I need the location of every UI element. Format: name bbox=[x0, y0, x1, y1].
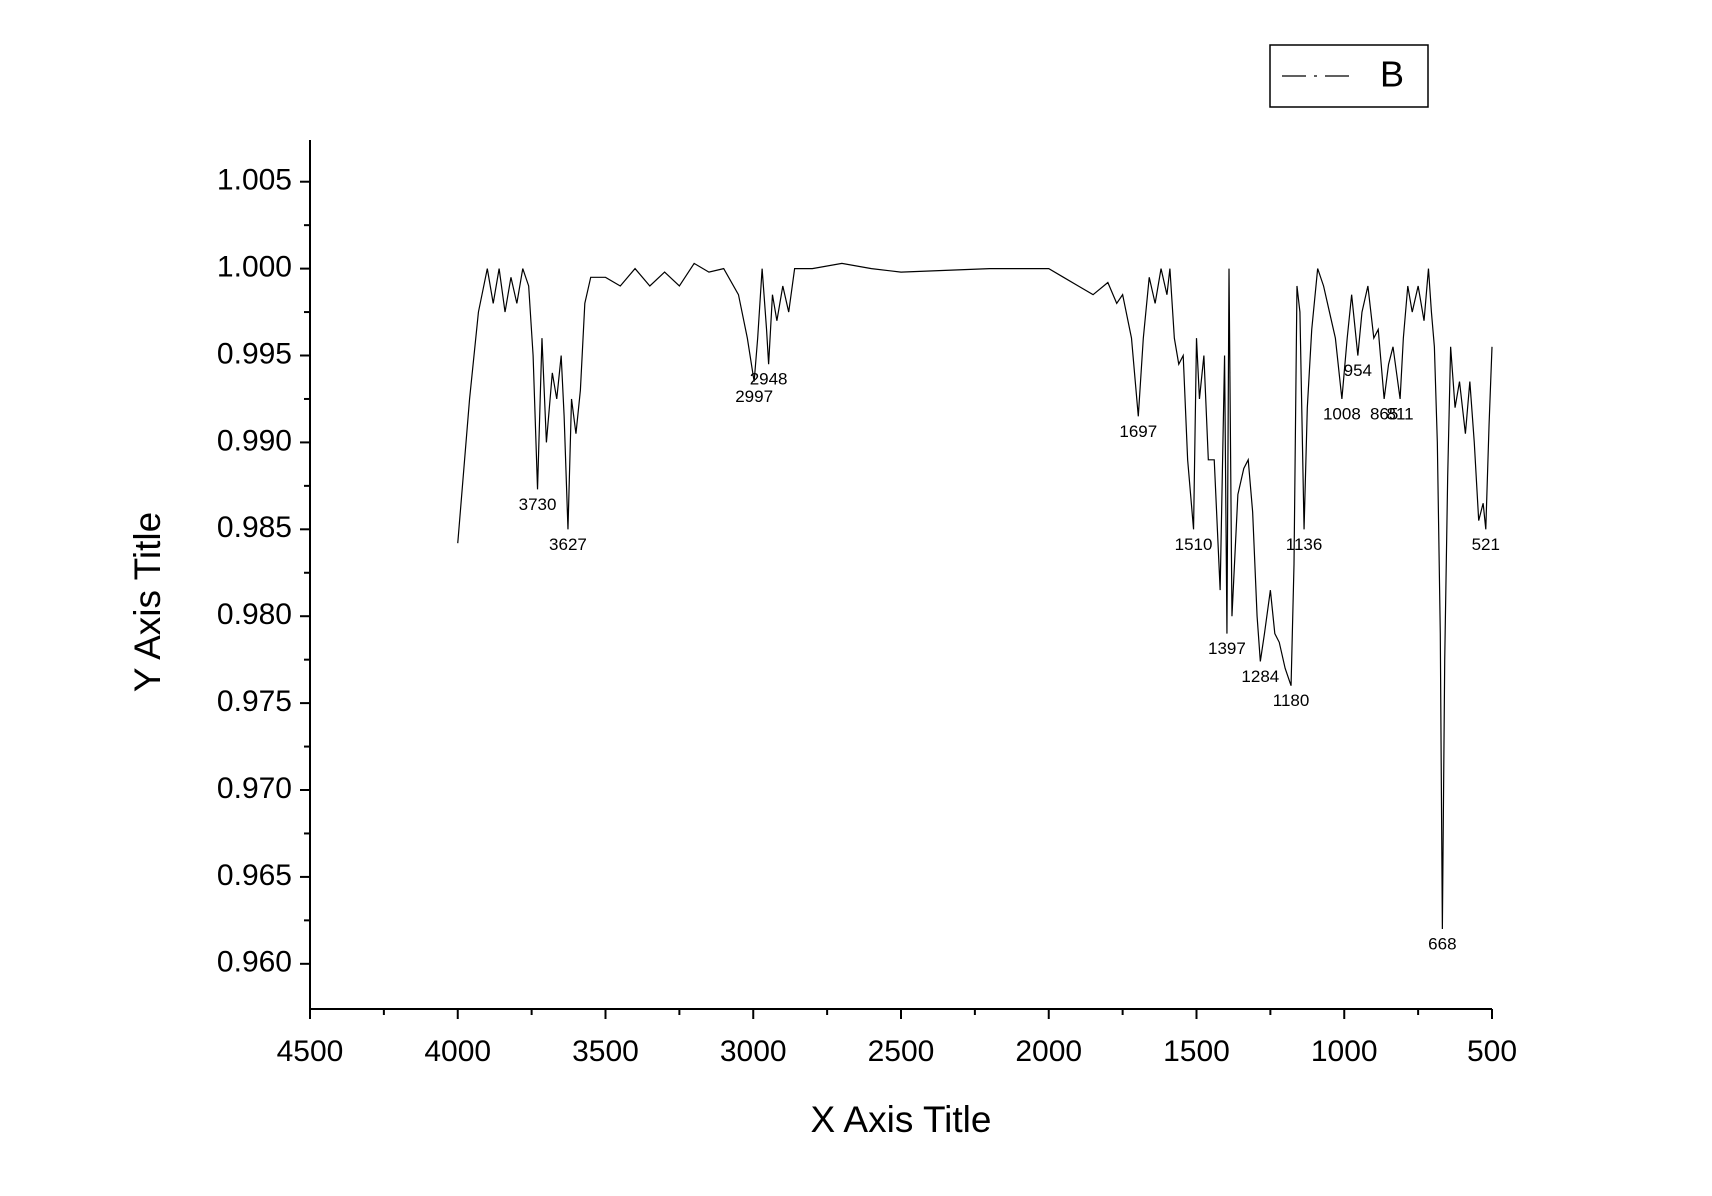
peak-label: 1397 bbox=[1208, 639, 1246, 658]
y-tick-label: 0.965 bbox=[217, 859, 292, 892]
y-tick-label: 0.990 bbox=[217, 424, 292, 457]
y-tick-label: 0.980 bbox=[217, 598, 292, 631]
peak-label: 1284 bbox=[1241, 667, 1279, 686]
x-tick-label: 4500 bbox=[277, 1035, 344, 1068]
y-axis-title: Y Axis Title bbox=[127, 512, 168, 692]
peak-label: 1510 bbox=[1175, 535, 1213, 554]
x-tick-label: 2000 bbox=[1015, 1035, 1082, 1068]
x-tick-label: 3000 bbox=[720, 1035, 787, 1068]
peak-label: 3627 bbox=[549, 535, 587, 554]
spectrum-line bbox=[457, 262, 1493, 930]
x-axis-title: X Axis Title bbox=[811, 1099, 992, 1140]
y-tick-label: 1.005 bbox=[217, 164, 292, 197]
peak-label: 1697 bbox=[1119, 422, 1157, 441]
x-tick-label: 1500 bbox=[1163, 1035, 1230, 1068]
x-tick-label: 1000 bbox=[1311, 1035, 1378, 1068]
peak-label: 1136 bbox=[1286, 535, 1323, 554]
y-tick-label: 0.970 bbox=[217, 772, 292, 805]
x-tick-label: 4000 bbox=[424, 1035, 491, 1068]
peak-label: 3730 bbox=[519, 495, 557, 514]
y-tick-label: 0.975 bbox=[217, 685, 292, 718]
peak-label: 1180 bbox=[1273, 691, 1310, 710]
peak-label: 2948 bbox=[750, 370, 788, 389]
peak-label: 521 bbox=[1472, 535, 1500, 554]
x-tick-label: 2500 bbox=[868, 1035, 935, 1068]
peak-label: 954 bbox=[1344, 361, 1372, 380]
peak-label: 668 bbox=[1428, 935, 1456, 954]
peak-label: 2997 bbox=[735, 387, 773, 406]
y-tick-label: 0.960 bbox=[217, 946, 292, 979]
peak-label: 811 bbox=[1387, 404, 1414, 423]
y-tick-label: 1.000 bbox=[217, 251, 292, 284]
y-tick-label: 0.985 bbox=[217, 511, 292, 544]
peak-label: 865 bbox=[1370, 404, 1398, 423]
x-tick-label: 3500 bbox=[572, 1035, 639, 1068]
peak-label: 1008 bbox=[1323, 404, 1361, 423]
x-tick-label: 500 bbox=[1467, 1035, 1517, 1068]
legend-label: B bbox=[1380, 54, 1404, 95]
y-tick-label: 0.995 bbox=[217, 337, 292, 370]
